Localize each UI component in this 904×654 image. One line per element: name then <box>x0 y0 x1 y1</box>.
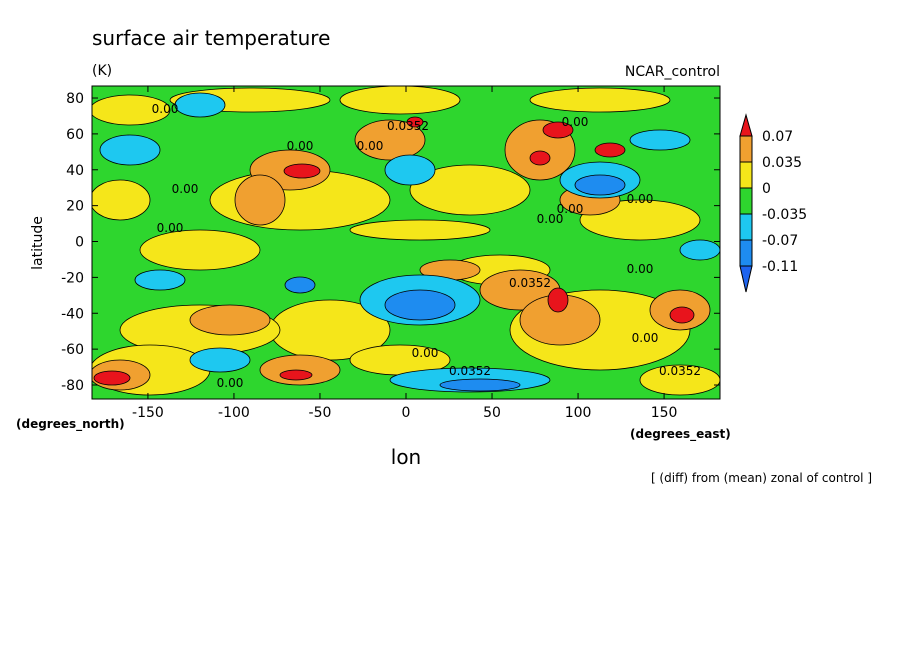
contour-region <box>529 87 671 113</box>
contour-region <box>542 121 574 139</box>
source-label: NCAR_control <box>625 64 720 80</box>
contour-region <box>629 129 691 151</box>
contour-region <box>174 92 226 118</box>
chart-subtitle: (K) <box>92 63 112 79</box>
colorbar-cap <box>739 265 753 293</box>
colorbar-label: -0.11 <box>762 259 798 275</box>
colorbar-label: 0.035 <box>762 155 802 171</box>
contour-label: 0.00 <box>627 262 654 276</box>
contour-region <box>189 304 271 336</box>
contour-region <box>349 219 491 241</box>
colorbar-label: 0.07 <box>762 129 793 145</box>
contour-label: 0.00 <box>172 182 199 196</box>
colorbar-segment <box>739 187 753 215</box>
x-tick-label: -50 <box>309 405 332 421</box>
contour-label: 0.0352 <box>509 276 551 290</box>
contour-label: 0.0352 <box>387 119 429 133</box>
contour-region <box>669 306 695 324</box>
y-tick-label: 40 <box>66 163 84 179</box>
contour-region <box>139 229 261 271</box>
colorbar-segment <box>739 213 753 241</box>
contour-region <box>384 154 436 186</box>
contour-region <box>189 347 251 373</box>
contour-label: 0.00 <box>537 212 564 226</box>
x-tick-label: 150 <box>651 405 678 421</box>
x-tick-label: -100 <box>218 405 250 421</box>
colorbar-label: -0.035 <box>762 207 807 223</box>
contour-region <box>234 174 286 226</box>
contour-region <box>134 269 186 291</box>
contour-label: 0.00 <box>152 102 179 116</box>
y-tick-label: 0 <box>75 235 84 251</box>
contour-label: 0.00 <box>217 376 244 390</box>
contour-region <box>279 369 313 381</box>
y-axis-title: latitude <box>30 216 46 270</box>
colorbar-cap <box>739 113 753 137</box>
contour-label: 0.0352 <box>449 364 491 378</box>
colorbar-segment <box>739 161 753 189</box>
contour-region <box>99 134 161 166</box>
y-tick-label: -40 <box>61 306 84 322</box>
x-tick-label: -150 <box>132 405 164 421</box>
colorbar-segment <box>739 135 753 163</box>
contour-label: 0.00 <box>562 115 589 129</box>
contour-region <box>339 86 461 115</box>
x-units: (degrees_east) <box>630 427 731 442</box>
contour-region <box>92 179 151 221</box>
colorbar-segment <box>739 239 753 267</box>
x-tick-label: 50 <box>483 405 501 421</box>
y-tick-label: 80 <box>66 91 84 107</box>
contour-label: 0.00 <box>627 192 654 206</box>
y-tick-label: -60 <box>61 342 84 358</box>
colorbar: 0.07 0.035 0 -0.035 -0.07 -0.11 <box>739 113 807 293</box>
contour-region <box>529 150 551 166</box>
note: [ (diff) from (mean) zonal of control ] <box>651 471 872 485</box>
contour-label: 0.00 <box>557 202 584 216</box>
contour-field <box>92 86 720 399</box>
y-tick-label: 60 <box>66 127 84 143</box>
contour-region <box>574 174 626 196</box>
contour-region <box>93 370 131 386</box>
contour-region <box>406 116 424 128</box>
x-axis-title: lon <box>391 445 421 469</box>
contour-region <box>547 287 569 313</box>
contour-region <box>639 364 720 396</box>
contour-region <box>284 276 316 294</box>
contour-region <box>679 239 720 261</box>
x-tick-label: 0 <box>402 405 411 421</box>
y-units: (degrees_north) <box>16 417 125 432</box>
contour-region <box>384 289 456 321</box>
contour-label: 0.00 <box>632 331 659 345</box>
contour-region <box>92 94 171 126</box>
axes: -150 -100 -50 0 50 100 150 -80 -60 -40 -20 0 20 40 60 8… <box>61 86 720 421</box>
contour-label: 0.00 <box>412 346 439 360</box>
contour-label: 0.00 <box>357 139 384 153</box>
contour-region <box>409 164 531 216</box>
contour-region <box>354 119 426 161</box>
colorbar-label: -0.07 <box>762 233 798 249</box>
contour-label: 0.00 <box>287 139 314 153</box>
x-tick-label: 100 <box>565 405 592 421</box>
contour-label: 0.00 <box>157 221 184 235</box>
y-tick-label: 20 <box>66 199 84 215</box>
contour-region <box>439 378 521 392</box>
contour-region <box>594 142 626 158</box>
colorbar-label: 0 <box>762 181 771 197</box>
contour-region <box>283 163 321 179</box>
contour-label: 0.0352 <box>659 364 701 378</box>
y-tick-label: -80 <box>61 378 84 394</box>
chart-title: surface air temperature <box>92 26 330 50</box>
y-tick-label: -20 <box>61 270 84 286</box>
